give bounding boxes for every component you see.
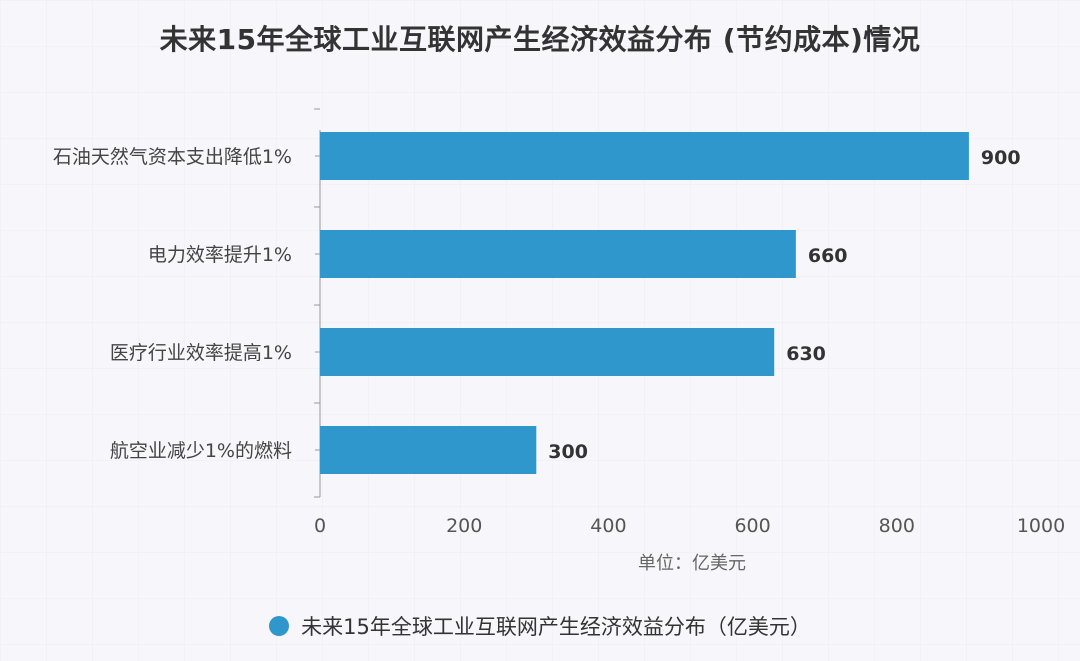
x-axis-label: 单位：亿美元 bbox=[638, 553, 746, 574]
x-tick-label: 200 bbox=[446, 515, 482, 537]
data-label: 660 bbox=[808, 245, 848, 267]
data-label: 630 bbox=[786, 343, 826, 365]
x-tick-label: 400 bbox=[590, 515, 626, 537]
category-label: 电力效率提升1% bbox=[148, 244, 292, 266]
bar bbox=[320, 328, 775, 376]
x-tick-label: 600 bbox=[734, 515, 770, 537]
bar bbox=[320, 132, 969, 180]
bar bbox=[320, 230, 796, 278]
legend-marker bbox=[269, 616, 290, 636]
category-label: 航空业减少1%的燃料 bbox=[110, 440, 292, 462]
data-label: 300 bbox=[548, 441, 588, 463]
chart-title: 未来15年全球工业互联网产生经济效益分布 (节约成本)情况 bbox=[159, 23, 921, 56]
x-tick-label: 0 bbox=[314, 515, 326, 537]
legend[interactable]: 未来15年全球工业互联网产生经济效益分布（亿美元） bbox=[0, 611, 1080, 641]
x-tick-label: 800 bbox=[879, 515, 915, 537]
x-tick-label: 1000 bbox=[1017, 515, 1065, 537]
category-label: 医疗行业效率提高1% bbox=[110, 342, 292, 364]
bar bbox=[320, 426, 537, 474]
category-label: 石油天然气资本支出降低1% bbox=[53, 146, 292, 168]
data-label: 900 bbox=[981, 147, 1021, 169]
legend-label: 未来15年全球工业互联网产生经济效益分布（亿美元） bbox=[301, 615, 811, 639]
